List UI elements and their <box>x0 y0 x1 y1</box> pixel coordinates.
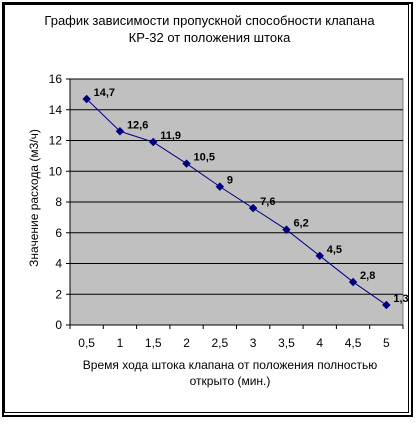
y-tick-label: 0 <box>55 318 62 332</box>
y-tick-label: 14 <box>49 103 63 117</box>
x-axis-label-line-2: открыто (мин.) <box>189 374 271 388</box>
x-tick-label: 0,5 <box>78 336 95 350</box>
data-point <box>115 127 125 136</box>
x-axis-label: Время хода штока клапана от положения по… <box>60 357 400 389</box>
data-label: 11,9 <box>160 130 181 142</box>
x-tick-label: 5 <box>383 336 390 350</box>
x-tick-label: 4,5 <box>345 336 362 350</box>
data-label: 12,6 <box>127 119 148 131</box>
data-label: 9 <box>227 175 233 187</box>
data-point <box>315 251 324 261</box>
data-label: 2,8 <box>360 270 375 282</box>
data-point <box>382 300 391 310</box>
x-tick-label: 4 <box>316 336 323 350</box>
data-label: 10,5 <box>194 152 215 164</box>
y-axis-label: Значение расхода (м3/ч) <box>27 129 41 267</box>
data-label: 4,5 <box>327 244 342 256</box>
data-point <box>215 182 225 191</box>
x-axis-label-line-1: Время хода штока клапана от положения по… <box>82 358 378 372</box>
data-label: 1,3 <box>393 293 408 305</box>
y-tick-label: 8 <box>55 195 62 209</box>
x-tick-label: 2 <box>183 336 190 350</box>
data-point <box>248 203 258 213</box>
data-label: 7,6 <box>260 196 275 208</box>
data-point <box>282 225 291 234</box>
inner-frame <box>4 4 409 413</box>
chart-title-line-2: КР-32 от положения штока <box>128 30 291 45</box>
y-tick-label: 12 <box>49 134 63 148</box>
x-tick-label: 1,5 <box>145 336 162 350</box>
y-tick-label: 2 <box>55 287 62 301</box>
y-tick-label: 10 <box>49 164 63 178</box>
series-line <box>86 98 387 306</box>
chart-title-line-1: График зависимости пропускной способност… <box>44 13 375 28</box>
y-tick-label: 6 <box>55 226 62 240</box>
data-point <box>82 94 91 104</box>
y-tick-label: 4 <box>55 257 62 271</box>
data-label: 6,2 <box>293 218 308 230</box>
data-point <box>348 277 358 287</box>
x-tick-label: 3 <box>250 336 257 350</box>
y-tick-label: 16 <box>49 72 63 86</box>
x-tick-label: 1 <box>117 336 124 350</box>
data-point <box>182 159 191 168</box>
x-tick-label: 2,5 <box>212 336 229 350</box>
data-point <box>149 137 158 147</box>
chart-title: График зависимости пропускной способност… <box>0 12 419 46</box>
x-tick-label: 3,5 <box>278 336 295 350</box>
data-label: 14,7 <box>94 87 115 99</box>
